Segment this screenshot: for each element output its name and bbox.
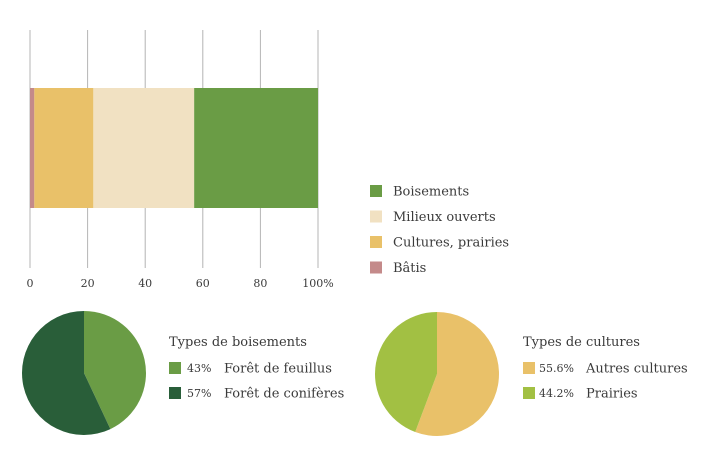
pie-legend-label-prairies: Prairies xyxy=(586,387,638,402)
pie-legend-label-foret-de-feuillus: Forêt de feuillus xyxy=(224,362,332,377)
x-tick-label: 80 xyxy=(253,277,267,290)
x-axis-ticks: 0 20 40 60 80 100% xyxy=(27,277,334,290)
legend-label-batis: Bâtis xyxy=(393,261,426,276)
bar-segment-boisements xyxy=(194,88,318,208)
pie-legend-swatch-autres-cultures xyxy=(523,362,535,374)
legend-swatch-milieux-ouverts xyxy=(370,210,382,223)
legend-swatch-boisements xyxy=(370,185,382,197)
pie-title: Types de cultures xyxy=(523,335,640,350)
pie-legend-pct: 44.2% xyxy=(539,387,574,400)
bar-legend: Boisements Milieux ouverts Cultures, prair… xyxy=(370,185,509,276)
bar-segment-batis xyxy=(30,88,35,208)
pie-title: Types de boisements xyxy=(169,335,307,350)
pie-legend-swatch-foret-de-feuillus xyxy=(169,362,181,374)
pie-legend-pct: 57% xyxy=(187,387,211,400)
pie-slice-foret-de-coniferes xyxy=(21,311,111,436)
x-tick-label: 40 xyxy=(138,277,152,290)
pie-cultures: Types de cultures 55.6% Autres cultures 44.… xyxy=(375,312,688,437)
legend-label-milieux-ouverts: Milieux ouverts xyxy=(393,210,496,225)
legend-swatch-cultures-prairies xyxy=(370,236,382,248)
pie-legend-swatch-foret-de-coniferes xyxy=(169,387,181,399)
legend-label-boisements: Boisements xyxy=(393,185,469,200)
x-tick-label: 100% xyxy=(302,277,333,290)
legend-swatch-batis xyxy=(370,261,382,274)
bar-segment-milieux-ouverts xyxy=(93,88,195,208)
x-tick-label: 0 xyxy=(27,277,34,290)
pie-legend-label-foret-de-coniferes: Forêt de conifères xyxy=(224,387,344,402)
pie-boisements: Types de boisements 43% Forêt de feuillus 5… xyxy=(21,311,344,436)
pie-legend-pct: 55.6% xyxy=(539,362,574,375)
bar-segment-cultures-prairies xyxy=(34,88,94,208)
legend-label-cultures-prairies: Cultures, prairies xyxy=(393,236,509,251)
x-tick-label: 60 xyxy=(196,277,210,290)
pie-legend-swatch-prairies xyxy=(523,387,535,399)
x-tick-label: 20 xyxy=(81,277,95,290)
pie-slice-autres-cultures xyxy=(415,312,500,437)
pie-slice-foret-de-feuillus xyxy=(84,311,146,430)
pie-legend-label-autres-cultures: Autres cultures xyxy=(585,362,688,377)
pie-legend-pct: 43% xyxy=(187,362,211,375)
pie-slice-prairies xyxy=(375,312,437,433)
stacked-bar xyxy=(30,88,318,208)
